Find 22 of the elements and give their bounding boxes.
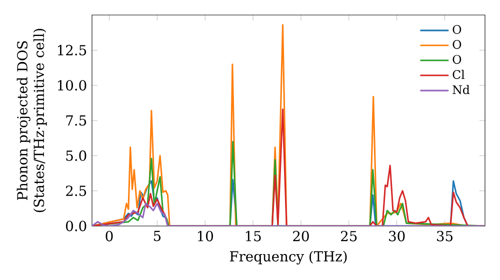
legend-label: O (452, 54, 462, 64)
x-tick-label: 35 (437, 230, 452, 242)
y-tick-label: 7.5 (66, 115, 86, 126)
y-tick-label: 5.0 (66, 150, 86, 161)
y-axis-title: Phonon projected DOS (States/THz·primitive cell) (16, 28, 47, 212)
x-tick-label: 30 (389, 230, 405, 242)
line-series (92, 202, 485, 226)
y-tick-label: 10.0 (58, 80, 86, 91)
legend-label: O (452, 40, 462, 49)
x-tick-label: 25 (341, 230, 357, 242)
x-tick-label: 5 (154, 230, 161, 242)
legend-label: Cl (452, 70, 465, 80)
x-axis-title: Frequency (THz) (230, 250, 347, 264)
y-tick-label: 0.0 (66, 220, 86, 232)
legend-label: Nd (452, 85, 470, 94)
legend-label: O (452, 25, 462, 34)
x-tick-label: 20 (293, 230, 309, 242)
x-tick-label: 15 (246, 230, 261, 242)
x-tick-label: 10 (198, 230, 213, 242)
x-tick-label: 0 (106, 230, 113, 242)
y-tick-label: 2.5 (66, 186, 86, 196)
y-tick-label: 12.5 (58, 44, 86, 56)
